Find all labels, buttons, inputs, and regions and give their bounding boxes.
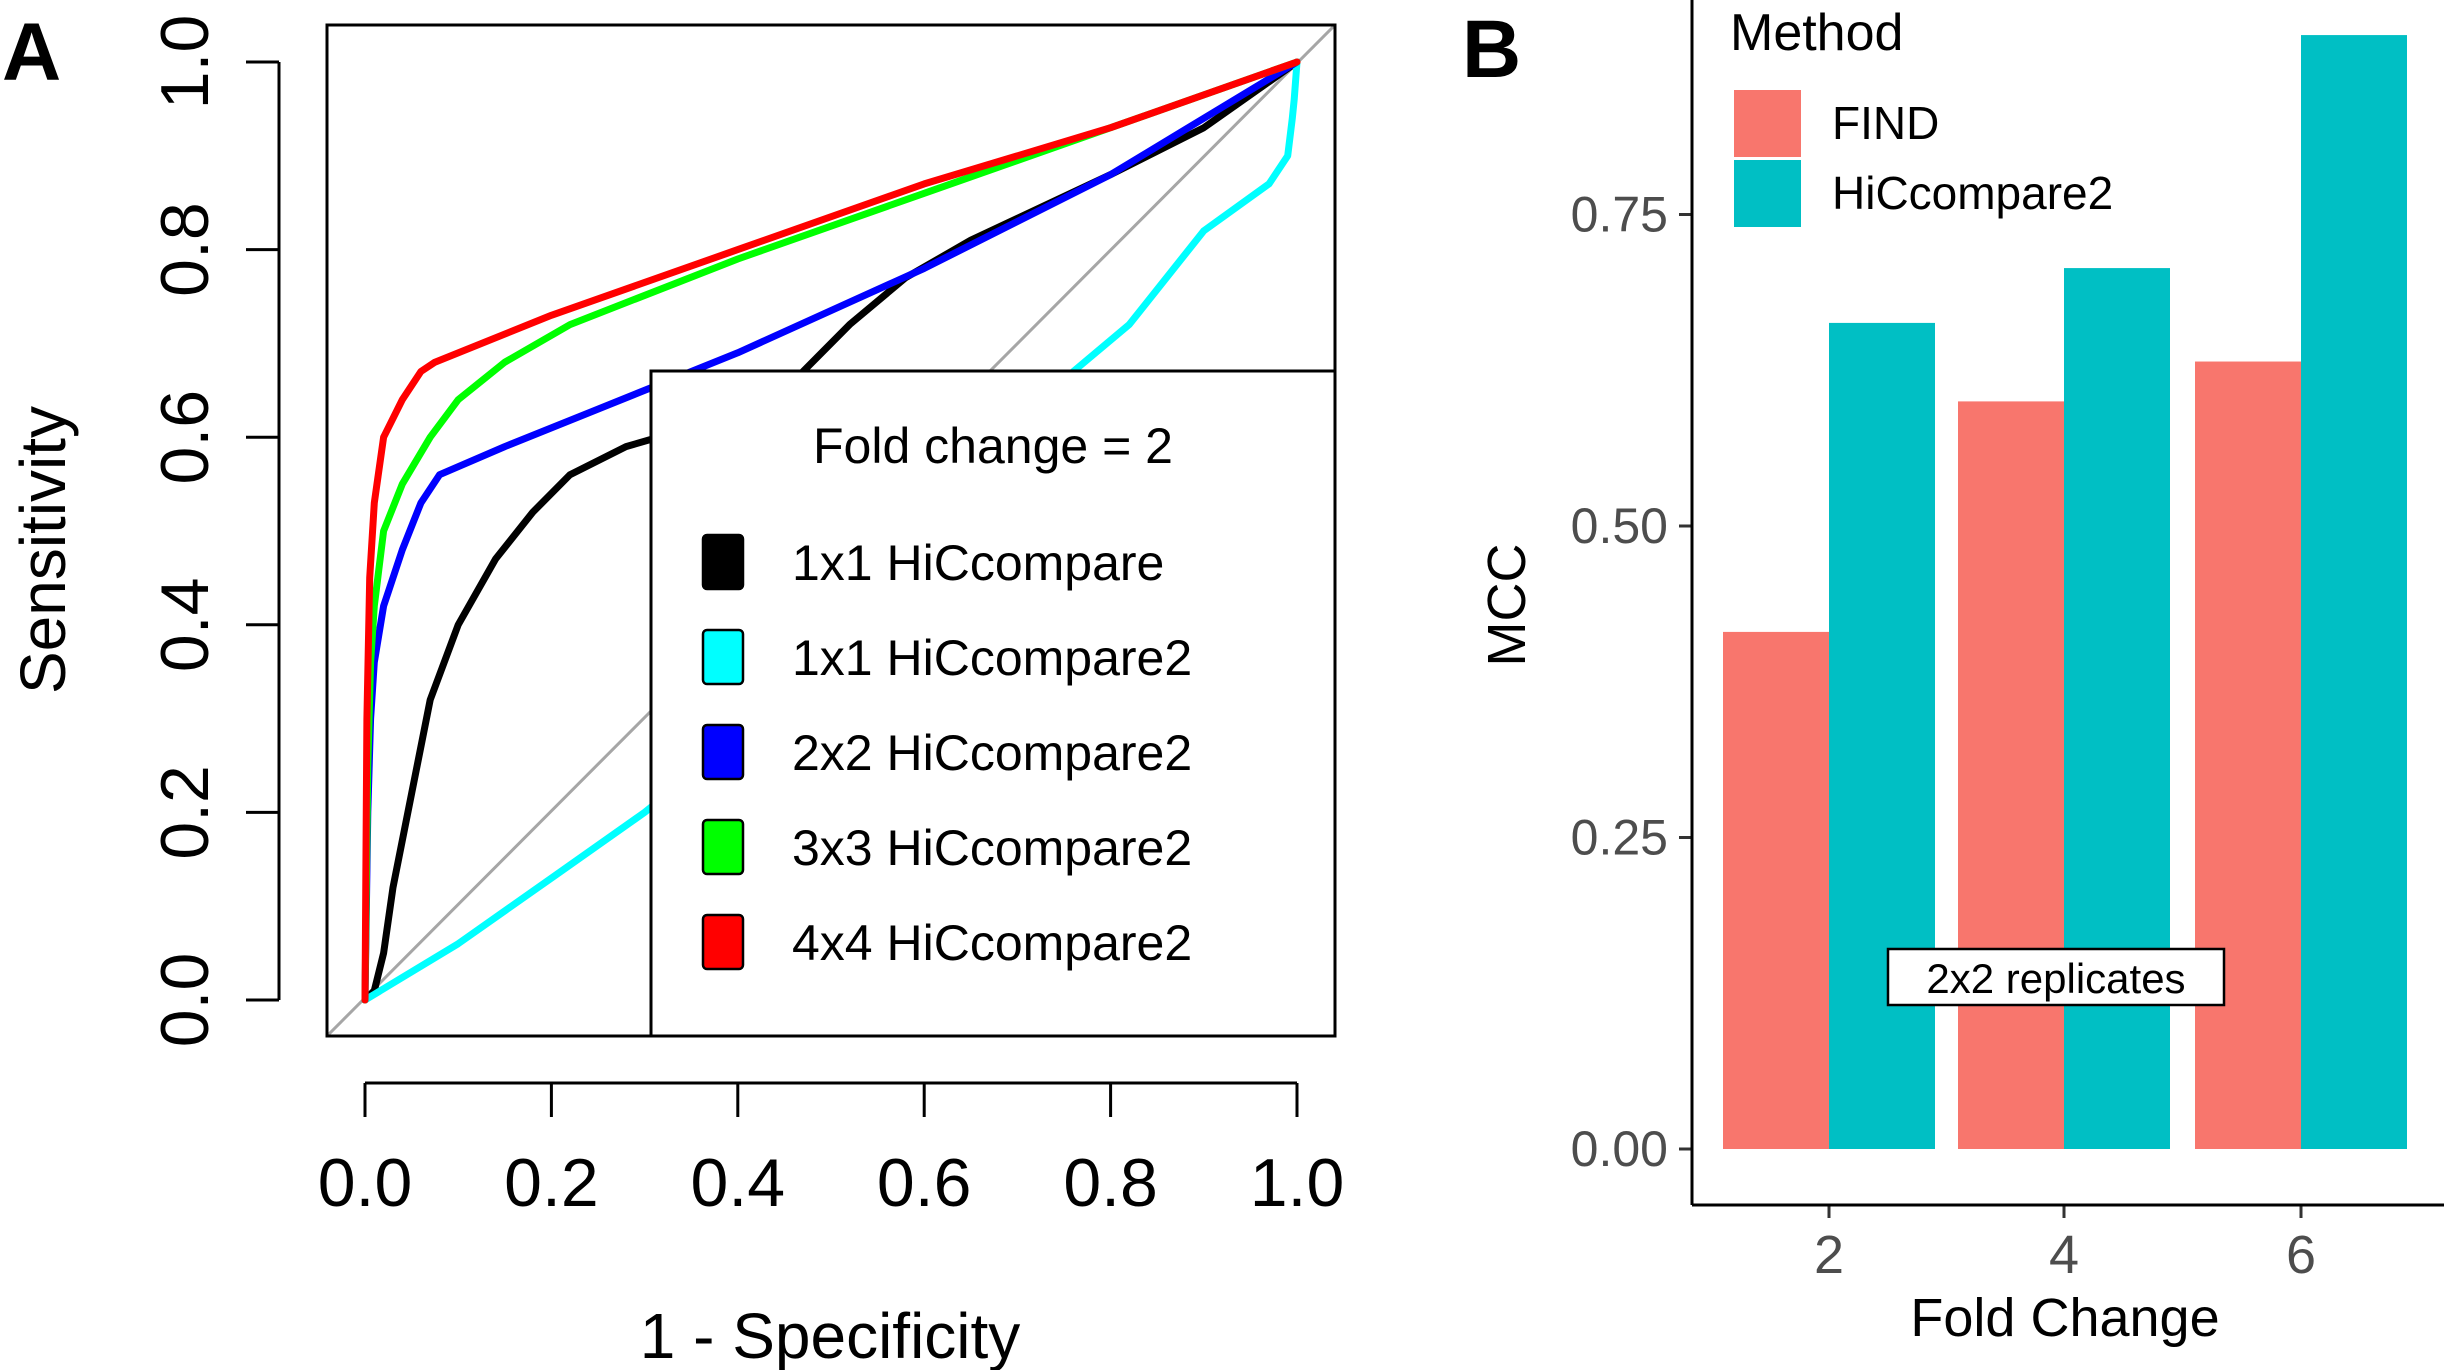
roc-legend-swatch: [701, 628, 745, 686]
roc-x-tick-label: 0.6: [877, 1145, 972, 1221]
roc-legend-title: Fold change = 2: [813, 418, 1173, 474]
mcc-legend-title: Method: [1730, 4, 1903, 62]
roc-curve-1x1-hiccompare: [361, 58, 1301, 1004]
mcc-y-tick-label: 0.00: [1571, 1121, 1668, 1177]
roc-y-tick-label: 0.6: [147, 390, 223, 485]
roc-legend: Fold change = 2 1x1 HiCcompare 1x1 HiCcom…: [649, 369, 1337, 1038]
mcc-y-tick-label: 0.50: [1571, 498, 1668, 554]
roc-y-axis-label: Sensitivity: [7, 406, 79, 694]
roc-legend-label: 2x2 HiCcompare2: [792, 725, 1192, 781]
mcc-y-tick-label: 0.25: [1571, 810, 1668, 866]
roc-y-tick-label: 0.2: [147, 765, 223, 860]
roc-x-tick-label: 0.8: [1063, 1145, 1158, 1221]
mcc-y-tick-label: 0.75: [1571, 187, 1668, 243]
roc-legend-swatch: [701, 533, 745, 591]
roc-legend-box: [649, 369, 1337, 1038]
panel-a: A Fold change = 2 1x1 HiCcompare 1x1 HiCc…: [2, 7, 1344, 1370]
roc-x-axis-label: 1 - Specificity: [640, 1300, 1021, 1370]
panel-b: B 0.00 0.25 0.50 0.75 2 4 6 Method FIND HiCcomp…: [1462, 0, 2444, 1348]
mcc-x-axis-label: Fold Change: [1910, 1288, 2219, 1348]
roc-legend-label: 1x1 HiCcompare: [792, 535, 1164, 591]
roc-legend-swatch: [701, 818, 745, 876]
roc-legend-swatch: [701, 723, 745, 781]
mcc-axes: 0.00 0.25 0.50 0.75 2 4 6: [1571, 187, 2316, 1286]
annotation-frame: [1886, 947, 2226, 1007]
mcc-y-axis-label: MCC: [1477, 544, 1537, 667]
roc-x-tick-label: 1.0: [1250, 1145, 1345, 1221]
roc-y-tick-label: 1.0: [147, 15, 223, 110]
bar-hiccompare2-fc4: [2064, 268, 2170, 1149]
annotation-box: 2x2 replicates: [1886, 947, 2226, 1007]
roc-axes: 0.0 0.2 0.4 0.6 0.8 1.0 0.0 0.2 0.4 0.6 0.8 1.0: [147, 15, 1344, 1221]
bar-hiccompare2-fc6: [2301, 35, 2407, 1149]
panel-b-label: B: [1462, 4, 1521, 95]
roc-y-tick-label: 0.8: [147, 202, 223, 297]
roc-legend-label: 4x4 HiCcompare2: [792, 915, 1192, 971]
roc-x-tick-label: 0.4: [691, 1145, 786, 1221]
roc-x-tick-label: 0.0: [318, 1145, 413, 1221]
roc-curve-4x4-hiccompare2: [361, 58, 1301, 1004]
mcc-legend-swatch-hiccompare2: [1734, 160, 1801, 227]
panel-a-label: A: [2, 7, 61, 98]
roc-y-tick-label: 0.4: [147, 578, 223, 673]
mcc-x-tick-label: 6: [2286, 1225, 2316, 1285]
bar-find-fc4: [1958, 401, 2064, 1149]
mcc-x-tick-label: 2: [1814, 1225, 1844, 1285]
annotation-text: 2x2 replicates: [1926, 955, 2185, 1002]
mcc-x-tick-label: 4: [2049, 1225, 2079, 1285]
roc-x-tick-label: 0.2: [504, 1145, 599, 1221]
roc-legend-label: 1x1 HiCcompare2: [792, 630, 1192, 686]
mcc-legend-swatch-find: [1734, 90, 1801, 157]
bar-hiccompare2-fc2: [1829, 322, 1935, 1150]
mcc-legend-label: FIND: [1832, 97, 1939, 149]
mcc-legend: Method FIND HiCcompare2: [1730, 4, 2113, 227]
bar-find-fc2: [1723, 631, 1829, 1149]
roc-legend-label: 3x3 HiCcompare2: [792, 820, 1192, 876]
mcc-legend-label: HiCcompare2: [1832, 167, 2113, 219]
roc-legend-swatch: [701, 913, 745, 971]
roc-y-tick-label: 0.0: [147, 953, 223, 1048]
bar-find-fc6: [2195, 361, 2301, 1149]
